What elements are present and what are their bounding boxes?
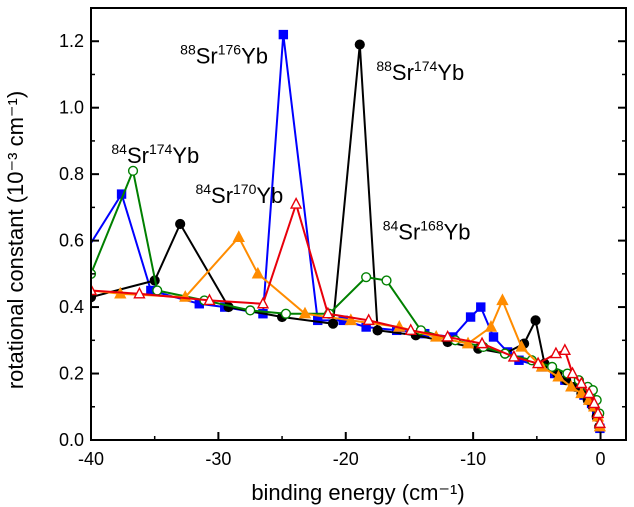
marker-sr84yb170 <box>565 379 578 392</box>
x-tick-label: 0 <box>596 449 606 469</box>
marker-sr84yb168 <box>91 283 98 296</box>
series-label-sr84yb170: 84Sr170Yb <box>195 181 283 208</box>
x-axis-label: binding energy (cm⁻¹) <box>251 480 464 505</box>
label-superscript: 84 <box>383 218 399 234</box>
x-tick-label: -10 <box>460 449 486 469</box>
series-line-sr88yb174 <box>91 44 601 427</box>
axes: -40 -30 -20 -10 0 0.0 0.2 0.4 0.6 0.8 1.0 1.2 <box>59 7 627 469</box>
marker-sr84yb174 <box>361 272 372 283</box>
marker-sr84yb168 <box>531 356 545 369</box>
label-element: Sr <box>211 183 233 208</box>
marker-sr84yb170 <box>515 339 528 352</box>
marker-sr88yb174 <box>530 315 541 326</box>
label-superscript: 84 <box>111 141 127 157</box>
marker-sr84yb168 <box>587 396 601 409</box>
marker-sr84yb168 <box>289 197 303 209</box>
label-superscript: 168 <box>420 218 444 234</box>
series-sr88yb176 <box>62 29 605 434</box>
label-element: Sr <box>196 44 218 69</box>
marker-sr88yb176 <box>465 312 476 322</box>
marker-sr88yb174 <box>175 218 186 230</box>
plot-frame <box>90 7 627 441</box>
x-tick-label: -30 <box>205 449 231 469</box>
marker-sr84yb168 <box>549 346 563 359</box>
marker-sr84yb174 <box>280 308 291 319</box>
y-tick-label: 1.0 <box>59 98 84 118</box>
label-element: Yb <box>256 183 283 208</box>
series-sr88yb174 <box>91 39 605 432</box>
label-superscript: 84 <box>195 181 211 197</box>
marker-sr84yb168 <box>441 329 454 342</box>
marker-sr84yb174 <box>245 305 256 316</box>
y-axis-label: rotational constant (10⁻³ cm⁻¹) <box>3 91 28 389</box>
series-label-sr84yb174: 84Sr174Yb <box>111 141 199 168</box>
label-superscript: 88 <box>180 42 196 58</box>
marker-sr88yb176 <box>62 280 70 288</box>
x-tick-label: -20 <box>333 449 359 469</box>
marker-sr84yb168 <box>582 386 596 399</box>
series-label-sr88yb176: 88Sr176Yb <box>180 42 268 69</box>
marker-sr84yb168 <box>566 366 579 379</box>
y-tick-label: 0.6 <box>59 231 84 251</box>
marker-sr84yb168 <box>475 336 489 349</box>
marker-sr84yb168 <box>591 406 605 419</box>
marker-sr84yb174 <box>547 361 558 372</box>
marker-sr84yb170 <box>484 320 498 332</box>
label-superscript: 88 <box>376 58 392 74</box>
plot-area <box>62 29 607 434</box>
marker-sr84yb170 <box>575 386 588 399</box>
marker-sr84yb174 <box>127 165 139 176</box>
label-superscript: 170 <box>233 181 257 197</box>
label-element: Sr <box>127 143 149 168</box>
marker-sr84yb174 <box>152 285 163 296</box>
marker-sr84yb170 <box>232 230 245 242</box>
y-tick-label: 1.2 <box>59 31 84 51</box>
marker-sr84yb170 <box>251 266 265 279</box>
label-superscript: 176 <box>218 42 242 58</box>
series-line-sr84yb168 <box>91 200 601 424</box>
y-tick-label: 0.2 <box>59 364 84 384</box>
marker-sr84yb170 <box>298 306 312 319</box>
marker-sr84yb170 <box>344 313 358 326</box>
marker-sr84yb168 <box>507 349 521 362</box>
series-labels: 88Sr176Yb 88Sr174Yb84Sr174Yb84Sr170Yb84Sr… <box>111 42 470 245</box>
x-tick-label: -40 <box>78 449 104 469</box>
marker-sr88yb174 <box>327 318 339 329</box>
marker-sr88yb174 <box>372 325 383 336</box>
marker-sr84yb170 <box>552 369 565 382</box>
marker-sr84yb168 <box>321 306 335 319</box>
y-tick-label: 0.8 <box>59 164 84 184</box>
series-sr84yb168 <box>91 197 607 429</box>
y-tick-label: 0.0 <box>59 430 84 450</box>
marker-sr84yb170 <box>461 336 475 349</box>
marker-sr84yb168 <box>404 323 417 336</box>
label-element: Yb <box>241 44 268 69</box>
plot-inner <box>62 29 607 434</box>
marker-sr84yb168 <box>362 313 375 326</box>
label-element: Sr <box>398 220 420 245</box>
marker-sr84yb170 <box>496 293 509 306</box>
label-element: Yb <box>444 220 471 245</box>
marker-sr88yb176 <box>278 29 289 40</box>
marker-sr84yb168 <box>575 376 588 389</box>
label-superscript: 174 <box>414 58 438 74</box>
marker-sr84yb174 <box>381 275 392 286</box>
series-label-sr88yb174: 88Sr174Yb <box>376 58 464 85</box>
label-superscript: 174 <box>149 141 173 157</box>
label-element: Yb <box>172 143 199 168</box>
marker-sr88yb174 <box>354 39 365 50</box>
marker-sr88yb176 <box>488 332 499 342</box>
marker-sr88yb176 <box>476 302 486 312</box>
y-tick-label: 0.4 <box>59 297 84 317</box>
label-element: Sr <box>392 60 414 85</box>
marker-sr84yb168 <box>256 296 270 309</box>
marker-sr84yb168 <box>203 293 216 306</box>
label-element: Yb <box>437 60 464 85</box>
marker-sr84yb168 <box>593 416 607 429</box>
marker-sr84yb168 <box>133 286 146 299</box>
series-line-sr84yb170 <box>91 235 601 427</box>
marker-sr84yb168 <box>558 343 572 355</box>
series-label-sr84yb168: 84Sr168Yb <box>383 218 471 245</box>
